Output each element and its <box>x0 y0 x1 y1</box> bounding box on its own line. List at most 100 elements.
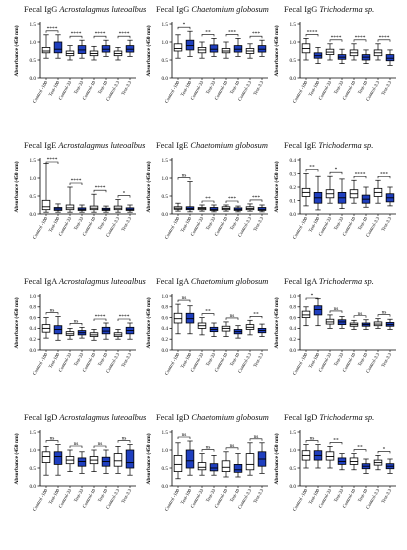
box-test-33 <box>77 39 87 59</box>
y-tick-label: 1.5 <box>290 430 297 436</box>
panel-title-prefix: Fecal IgG <box>24 5 59 14</box>
x-tick-label: Test-3.3 <box>253 488 265 504</box>
significance-bracket: *** <box>249 31 263 39</box>
box-iqr <box>325 451 335 461</box>
x-tick-label: Control -100 <box>165 352 182 376</box>
box-control-3-3 <box>373 318 383 329</box>
box-test-100 <box>53 34 63 59</box>
panel-title-organism: Chaetomium globosum <box>191 5 268 14</box>
box-control-3-3 <box>245 442 255 476</box>
y-tick-label: 0.5 <box>162 194 169 200</box>
box-test-33 <box>209 455 219 476</box>
panel-2: Fecal IgG Trichoderma sp. Absorbance (450… <box>273 5 396 104</box>
y-tick-label: 0.4 <box>30 326 37 332</box>
significance-label: ns <box>74 441 79 447</box>
significance-label: **** <box>47 26 58 32</box>
box-control-3-3 <box>113 199 123 213</box>
significance-label: ** <box>205 309 211 315</box>
significance-bracket: ** <box>305 165 319 172</box>
box-control-10 <box>349 43 359 61</box>
x-tick-label: Test-33 <box>74 80 86 95</box>
panel-title: Fecal IgG Trichoderma sp. <box>284 5 374 14</box>
box-test-3-3 <box>257 442 267 474</box>
y-tick-label: 0.0 <box>162 484 169 490</box>
panel-title: Fecal IgG Chaetomium globosum <box>156 5 269 14</box>
box-test-10 <box>101 39 111 57</box>
box-control-100 <box>301 306 311 327</box>
x-tick-label: Control -100 <box>165 80 182 104</box>
box-test-3-3 <box>257 323 267 337</box>
x-tick-label: Test-33 <box>206 80 218 95</box>
box-control-33 <box>197 204 207 212</box>
significance-label: ns <box>254 434 259 440</box>
box-control-33 <box>325 43 335 61</box>
box-control-33 <box>197 453 207 476</box>
significance-label: ** <box>333 437 339 443</box>
box-control-3-3 <box>373 43 383 61</box>
bracket-line <box>93 445 107 448</box>
x-tick-label: Test-33 <box>206 352 218 367</box>
significance-label: ns <box>230 443 235 449</box>
box-control-10 <box>349 453 359 471</box>
y-tick-label: 0.8 <box>290 305 297 311</box>
bracket-line <box>117 195 131 198</box>
bracket-line <box>177 26 191 30</box>
x-tick-label: Test-10 <box>230 80 242 95</box>
bracket-line <box>305 297 319 300</box>
significance-label: ns <box>358 311 363 317</box>
bracket-line <box>69 35 83 39</box>
significance-label: **** <box>355 35 366 41</box>
bracket-line <box>177 177 191 180</box>
bracket-line <box>249 199 263 202</box>
significance-bracket: ns <box>117 436 131 443</box>
y-tick-label: 0.8 <box>162 305 169 311</box>
significance-bracket: * <box>329 167 343 175</box>
significance-bracket: ** <box>201 196 215 203</box>
bracket-line <box>93 318 107 321</box>
x-tick-label: Test-3.3 <box>381 80 393 96</box>
y-tick-label: 0.2 <box>290 337 297 343</box>
bracket-line <box>377 314 391 317</box>
box-control-33 <box>197 41 207 59</box>
significance-bracket: ** <box>353 445 367 452</box>
y-tick-label: 0.4 <box>290 326 297 332</box>
x-tick-label: Test-10 <box>358 80 370 95</box>
box-test-10 <box>233 205 243 213</box>
y-tick-label: 1.5 <box>162 22 169 28</box>
significance-bracket: ns <box>225 313 239 320</box>
y-axis-label: Absorbance (450 nm) <box>145 433 152 484</box>
y-axis-label: Absorbance (450 nm) <box>145 161 152 212</box>
significance-bracket: ns <box>177 432 191 439</box>
bracket-line <box>45 440 59 443</box>
significance-bracket: ns <box>45 308 59 315</box>
panel-title: Fecal IgE Acrostalagmus luteoalbus <box>24 141 145 150</box>
y-tick-label: 1.0 <box>162 294 169 300</box>
box-iqr <box>77 457 87 467</box>
x-tick-label: Test-33 <box>74 488 86 503</box>
box-iqr <box>245 453 255 471</box>
bracket-line <box>305 169 319 172</box>
significance-bracket: **** <box>69 31 83 39</box>
bracket-line <box>69 182 83 185</box>
y-tick-label: 1.0 <box>30 176 37 182</box>
significance-bracket: **** <box>329 35 343 42</box>
x-tick-label: Test-33 <box>74 352 86 367</box>
x-tick-label: Test-10 <box>358 352 370 367</box>
y-tick-label: 0.5 <box>290 466 297 472</box>
box-test-100 <box>313 175 323 211</box>
y-tick-label: 1.0 <box>30 448 37 454</box>
significance-label: **** <box>119 314 130 320</box>
box-test-3-3 <box>385 186 395 207</box>
significance-label: ns <box>230 313 235 319</box>
panel-title: Fecal IgD Chaetomium globosum <box>156 413 269 422</box>
bracket-line <box>225 447 239 450</box>
panel-title-organism: Trichoderma sp. <box>319 5 374 14</box>
y-tick-label: 1.5 <box>30 22 37 28</box>
significance-label: ns <box>50 436 55 442</box>
significance-label: * <box>383 446 386 452</box>
box-test-33 <box>337 316 347 329</box>
bracket-line <box>45 312 59 315</box>
bracket-line <box>225 200 239 203</box>
